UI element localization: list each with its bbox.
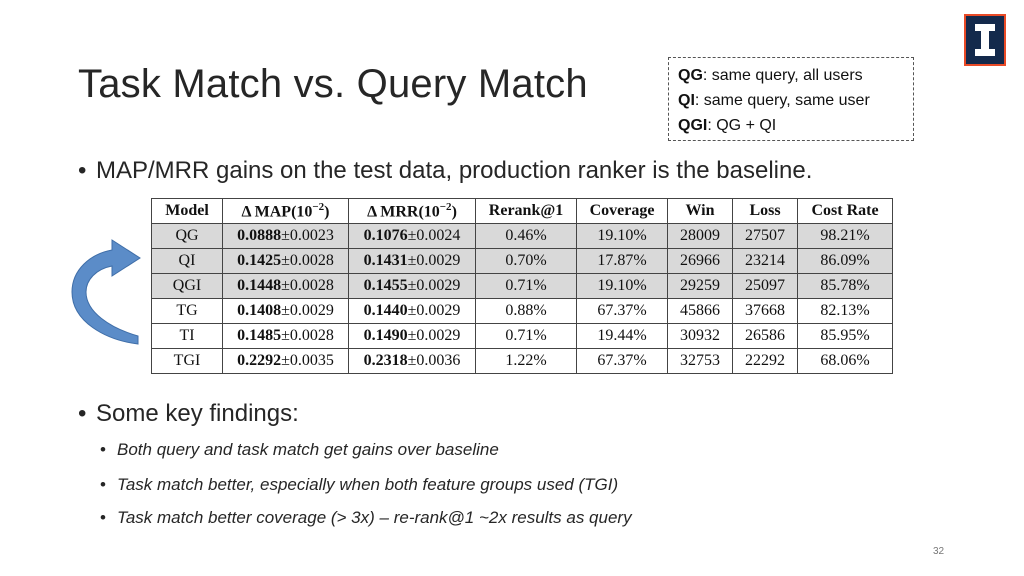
legend-box: QG: same query, all users QI: same query…	[668, 57, 914, 141]
finding-item: • Task match better, especially when both…	[100, 475, 619, 494]
table-row: TI 0.1485±0.0028 0.1490±0.0029 0.71% 19.…	[151, 323, 893, 349]
header-cost: Cost Rate	[797, 198, 893, 224]
bullet-dot-icon: •	[78, 400, 87, 427]
page-number: 32	[933, 546, 945, 557]
header-model: Model	[151, 198, 223, 224]
legend-line-qi: QI: same query, same user	[678, 92, 870, 109]
sub-bullet-dot-icon: •	[100, 440, 106, 459]
table-row: QG 0.0888±0.0023 0.1076±0.0024 0.46% 19.…	[151, 223, 893, 249]
bullet-findings-title: • Some key findings:	[78, 400, 299, 427]
table-row: QI 0.1425±0.0028 0.1431±0.0029 0.70% 17.…	[151, 248, 893, 274]
header-rerank: Rerank@1	[475, 198, 577, 224]
university-logo	[964, 14, 1006, 66]
table-header-row: Model Δ MAP(10−2) Δ MRR(10−2) Rerank@1 C…	[151, 198, 893, 224]
table-row: TG 0.1408±0.0029 0.1440±0.0029 0.88% 67.…	[151, 298, 893, 324]
header-map: Δ MAP(10−2)	[222, 198, 349, 224]
legend-line-qg: QG: same query, all users	[678, 67, 863, 84]
block-i-icon	[975, 24, 995, 56]
header-mrr: Δ MRR(10−2)	[348, 198, 476, 224]
bullet-main: • MAP/MRR gains on the test data, product…	[78, 157, 813, 184]
results-table: Model Δ MAP(10−2) Δ MRR(10−2) Rerank@1 C…	[151, 198, 893, 374]
header-coverage: Coverage	[576, 198, 668, 224]
finding-item: • Task match better coverage (> 3x) – re-…	[100, 508, 632, 527]
table-row: QGI 0.1448±0.0028 0.1455±0.0029 0.71% 19…	[151, 273, 893, 299]
curved-arrow-icon	[71, 239, 141, 345]
sub-bullet-dot-icon: •	[100, 508, 106, 527]
bullet-dot-icon: •	[78, 157, 87, 184]
table-row: TGI 0.2292±0.0035 0.2318±0.0036 1.22% 67…	[151, 348, 893, 374]
header-win: Win	[667, 198, 733, 224]
sub-bullet-dot-icon: •	[100, 475, 106, 494]
finding-item: • Both query and task match get gains ove…	[100, 440, 499, 459]
header-loss: Loss	[732, 198, 798, 224]
legend-line-qgi: QGI: QG + QI	[678, 117, 777, 134]
slide-title: Task Match vs. Query Match	[78, 62, 588, 106]
